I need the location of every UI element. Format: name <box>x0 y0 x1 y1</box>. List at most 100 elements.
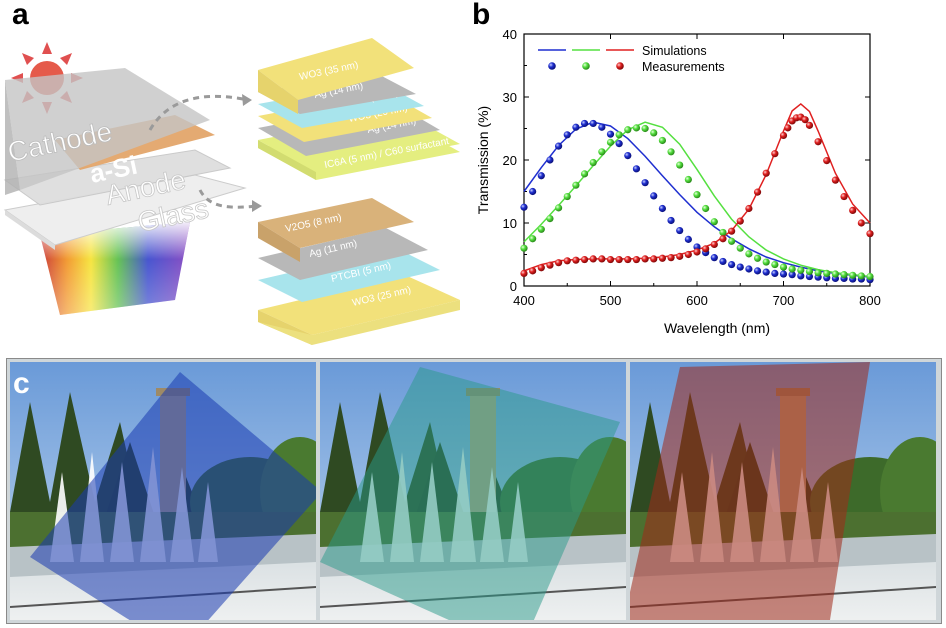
measurement-point <box>831 270 839 278</box>
measurement-point <box>572 256 580 264</box>
measurement-point <box>580 170 589 178</box>
x-tick-label: 800 <box>859 293 881 308</box>
measurement-point <box>745 250 753 258</box>
measurement-point <box>650 255 658 263</box>
measurement-point <box>606 138 615 146</box>
x-tick-label: 700 <box>773 293 795 308</box>
measurement-point <box>667 216 675 225</box>
x-tick-label: 600 <box>686 293 708 308</box>
measurement-point <box>563 192 571 201</box>
measurement-point <box>555 204 563 212</box>
measurement-point <box>779 263 788 271</box>
measurement-point <box>831 176 839 184</box>
measurement-point <box>849 206 857 214</box>
measurement-point <box>555 259 563 267</box>
measurement-point <box>615 131 623 139</box>
measurement-point <box>537 172 545 180</box>
measurement-point <box>563 257 571 265</box>
spectrum-beam <box>40 222 190 315</box>
simulation-line-1 <box>523 121 871 278</box>
measurement-point <box>693 191 701 199</box>
zoom-arrow-top <box>148 94 249 131</box>
legend-label-simulations: Simulations <box>642 44 707 58</box>
measurement-point <box>658 136 666 145</box>
zoom-arrow-bottom <box>198 189 259 209</box>
measurement-point <box>537 225 545 233</box>
measurement-point <box>546 261 554 269</box>
measurement-point <box>632 124 641 132</box>
measurement-point <box>762 258 770 266</box>
measurement-point <box>624 151 632 160</box>
measurement-point <box>563 131 571 139</box>
measurement-point <box>762 268 770 276</box>
measurement-point <box>650 192 658 200</box>
measurement-point <box>684 250 692 259</box>
measurement-point <box>771 260 779 269</box>
legend-label-measurements: Measurements <box>642 60 725 74</box>
measurement-point <box>529 267 537 275</box>
x-tick-label: 400 <box>513 293 535 308</box>
measurement-point <box>598 255 606 263</box>
measurement-point <box>736 263 744 271</box>
legend-sphere-swatch <box>582 62 590 70</box>
legend-sphere-swatch <box>548 62 556 70</box>
measurement-point <box>797 272 805 280</box>
measurement-point <box>632 165 641 173</box>
y-tick-label: 20 <box>503 153 517 168</box>
y-tick-label: 30 <box>503 90 517 105</box>
measurement-point <box>641 124 649 133</box>
transmission-chart: 400 500 600 700 800 0 10 20 30 40 Simulations Meas… <box>475 27 881 336</box>
measurement-point <box>710 240 718 249</box>
measurement-point <box>857 272 865 280</box>
measurement-point <box>753 267 762 275</box>
measurement-point <box>667 254 675 262</box>
measurement-point <box>745 265 753 273</box>
measurement-point <box>520 203 528 211</box>
measurement-point <box>814 138 822 146</box>
measurement-point <box>606 130 615 138</box>
measurement-point <box>771 269 779 277</box>
panel-letter-a: a <box>12 0 29 31</box>
measurement-point <box>702 204 710 213</box>
x-tick-label: 500 <box>600 293 622 308</box>
measurement-point <box>866 230 874 238</box>
measurement-point <box>572 181 580 189</box>
measurement-point <box>589 255 597 263</box>
measurement-point <box>823 269 831 277</box>
measurement-point <box>529 235 537 243</box>
measurement-point <box>771 150 779 158</box>
measurement-point <box>589 158 597 167</box>
measurement-point <box>702 245 710 253</box>
measurement-point <box>529 187 537 196</box>
measurement-point <box>684 235 692 243</box>
measurement-point <box>840 271 848 279</box>
measurement-point <box>788 271 796 279</box>
measurement-point <box>719 235 727 243</box>
measurement-point <box>667 148 675 156</box>
measurement-point <box>546 214 554 223</box>
measurement-point <box>598 148 606 156</box>
layer-stack-bottom: WO3 (25 nm) PTCBI (5 nm) Ag (11 nm) V2O5… <box>258 198 460 345</box>
measurement-point <box>840 192 848 201</box>
measurement-point <box>684 175 692 184</box>
measurement-point <box>710 218 718 226</box>
measurement-point <box>719 257 727 266</box>
panel-letter-c: c <box>13 367 30 400</box>
measurement-point <box>537 264 545 272</box>
panel-a: a <box>0 0 470 355</box>
photo-green-filter <box>320 362 626 620</box>
measurement-point <box>632 255 641 264</box>
measurement-point <box>745 204 753 213</box>
measurement-point <box>797 266 805 274</box>
measurement-point <box>589 119 597 128</box>
measurement-point <box>805 121 814 129</box>
measurement-point <box>641 255 649 263</box>
measurement-point <box>693 243 701 251</box>
measurement-point <box>728 237 736 245</box>
panel-c: c <box>6 358 942 624</box>
measurement-point <box>736 217 744 225</box>
measurement-point <box>779 131 788 140</box>
photo-panels <box>10 362 936 620</box>
measurement-point <box>615 255 623 264</box>
measurement-point <box>676 161 684 169</box>
